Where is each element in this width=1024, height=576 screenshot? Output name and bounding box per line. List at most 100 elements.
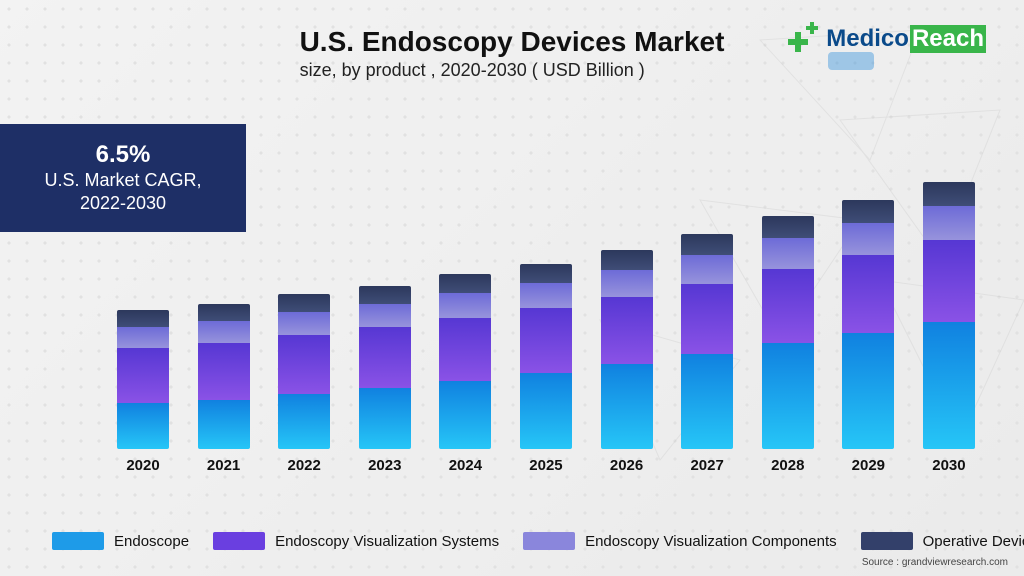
bar-stack [359,286,411,449]
bar-segment-evc [842,223,894,255]
cagr-callout: 6.5% U.S. Market CAGR, 2022-2030 [0,124,246,232]
bar-segment-endoscope [601,364,653,450]
bar-segment-endoscope [359,388,411,449]
brand-logo-text: Medico Reach [826,25,986,53]
bar-group: 2029 [837,200,899,474]
bar-segment-evc [681,255,733,284]
year-label: 2030 [932,457,965,474]
bar-segment-evs [198,343,250,400]
bar-segment-od [278,294,330,312]
bar-group: 2026 [596,250,658,474]
bar-segment-evc [923,206,975,240]
bar-segment-od [520,264,572,283]
brand-logo: Medico Reach [788,22,986,56]
stacked-bar-chart: 2020 2021 2022 2023 2024 2025 2026 2027 2028 2029… [112,230,980,474]
bar-group: 2028 [757,216,819,474]
bar-group: 2023 [354,286,416,474]
bar-stack [117,310,169,449]
bar-segment-evc [601,270,653,297]
bar-segment-evs [601,297,653,364]
logo-text-reach: Reach [910,25,986,53]
bar-segment-evc [117,327,169,348]
bar-segment-evc [762,238,814,268]
plus-icon [788,22,824,56]
bar-segment-endoscope [923,322,975,449]
legend-item-endoscope: Endoscope [52,532,189,550]
logo-text-medico: Medico [826,25,909,53]
bar-group: 2025 [515,264,577,474]
year-label: 2020 [126,457,159,474]
year-label: 2024 [449,457,482,474]
bar-segment-endoscope [842,333,894,449]
chart-subtitle: size, by product , 2020-2030 ( USD Billi… [300,60,725,81]
legend-label: Endoscope [114,533,189,550]
year-label: 2027 [690,457,723,474]
bar-group: 2027 [676,234,738,474]
year-label: 2029 [852,457,885,474]
bar-segment-evs [923,240,975,322]
cagr-percent: 6.5% [96,141,151,169]
year-label: 2025 [529,457,562,474]
legend-label: Endoscopy Visualization Systems [275,533,499,550]
bar-segment-evs [117,348,169,403]
legend-label: Endoscopy Visualization Components [585,533,837,550]
year-label: 2022 [288,457,321,474]
bar-segment-od [439,274,491,293]
bar-group: 2021 [193,304,255,474]
bar-segment-evs [439,318,491,381]
bar-group: 2030 [918,182,980,474]
bar-segment-evs [359,327,411,388]
bar-segment-evc [359,304,411,328]
chart-legend: Endoscope Endoscopy Visualization Systems… [52,532,980,550]
bar-segment-od [198,304,250,321]
year-label: 2026 [610,457,643,474]
bar-segment-evs [681,284,733,354]
legend-item-evc: Endoscopy Visualization Components [523,532,837,550]
infographic-container: U.S. Endoscopy Devices Market size, by p… [0,0,1024,576]
bar-segment-evc [278,312,330,335]
legend-swatch [861,532,913,550]
bar-stack [520,264,572,449]
bar-stack [923,182,975,449]
bar-segment-endoscope [762,343,814,449]
bar-segment-endoscope [198,400,250,449]
source-attribution: Source : grandviewresearch.com [862,557,1008,568]
bar-segment-evs [842,255,894,333]
bar-segment-endoscope [278,394,330,449]
bar-group: 2022 [273,294,335,474]
year-label: 2023 [368,457,401,474]
legend-item-evs: Endoscopy Visualization Systems [213,532,499,550]
bar-group: 2020 [112,310,174,474]
bar-segment-evc [198,321,250,343]
bar-stack [198,304,250,449]
cagr-line1: U.S. Market CAGR, [44,169,201,192]
chart-title: U.S. Endoscopy Devices Market [300,26,725,58]
bar-group: 2024 [434,274,496,474]
bar-segment-od [842,200,894,223]
bar-stack [681,234,733,449]
bar-segment-endoscope [439,381,491,449]
bar-segment-od [923,182,975,206]
cagr-line2: 2022-2030 [80,192,166,215]
legend-label: Operative Devices [923,533,1024,550]
bar-segment-od [117,310,169,327]
legend-swatch [523,532,575,550]
bar-stack [762,216,814,449]
bar-stack [842,200,894,449]
bar-segment-evs [520,308,572,373]
bar-segment-od [601,250,653,270]
legend-swatch [213,532,265,550]
bar-segment-od [681,234,733,255]
bar-segment-evs [278,335,330,394]
legend-swatch [52,532,104,550]
year-label: 2028 [771,457,804,474]
bar-stack [278,294,330,449]
bar-segment-endoscope [520,373,572,449]
bar-segment-evc [520,283,572,309]
bar-stack [601,250,653,449]
title-block: U.S. Endoscopy Devices Market size, by p… [300,26,725,81]
bar-stack [439,274,491,449]
bar-segment-evs [762,269,814,343]
bar-segment-od [762,216,814,238]
bar-segment-evc [439,293,491,318]
